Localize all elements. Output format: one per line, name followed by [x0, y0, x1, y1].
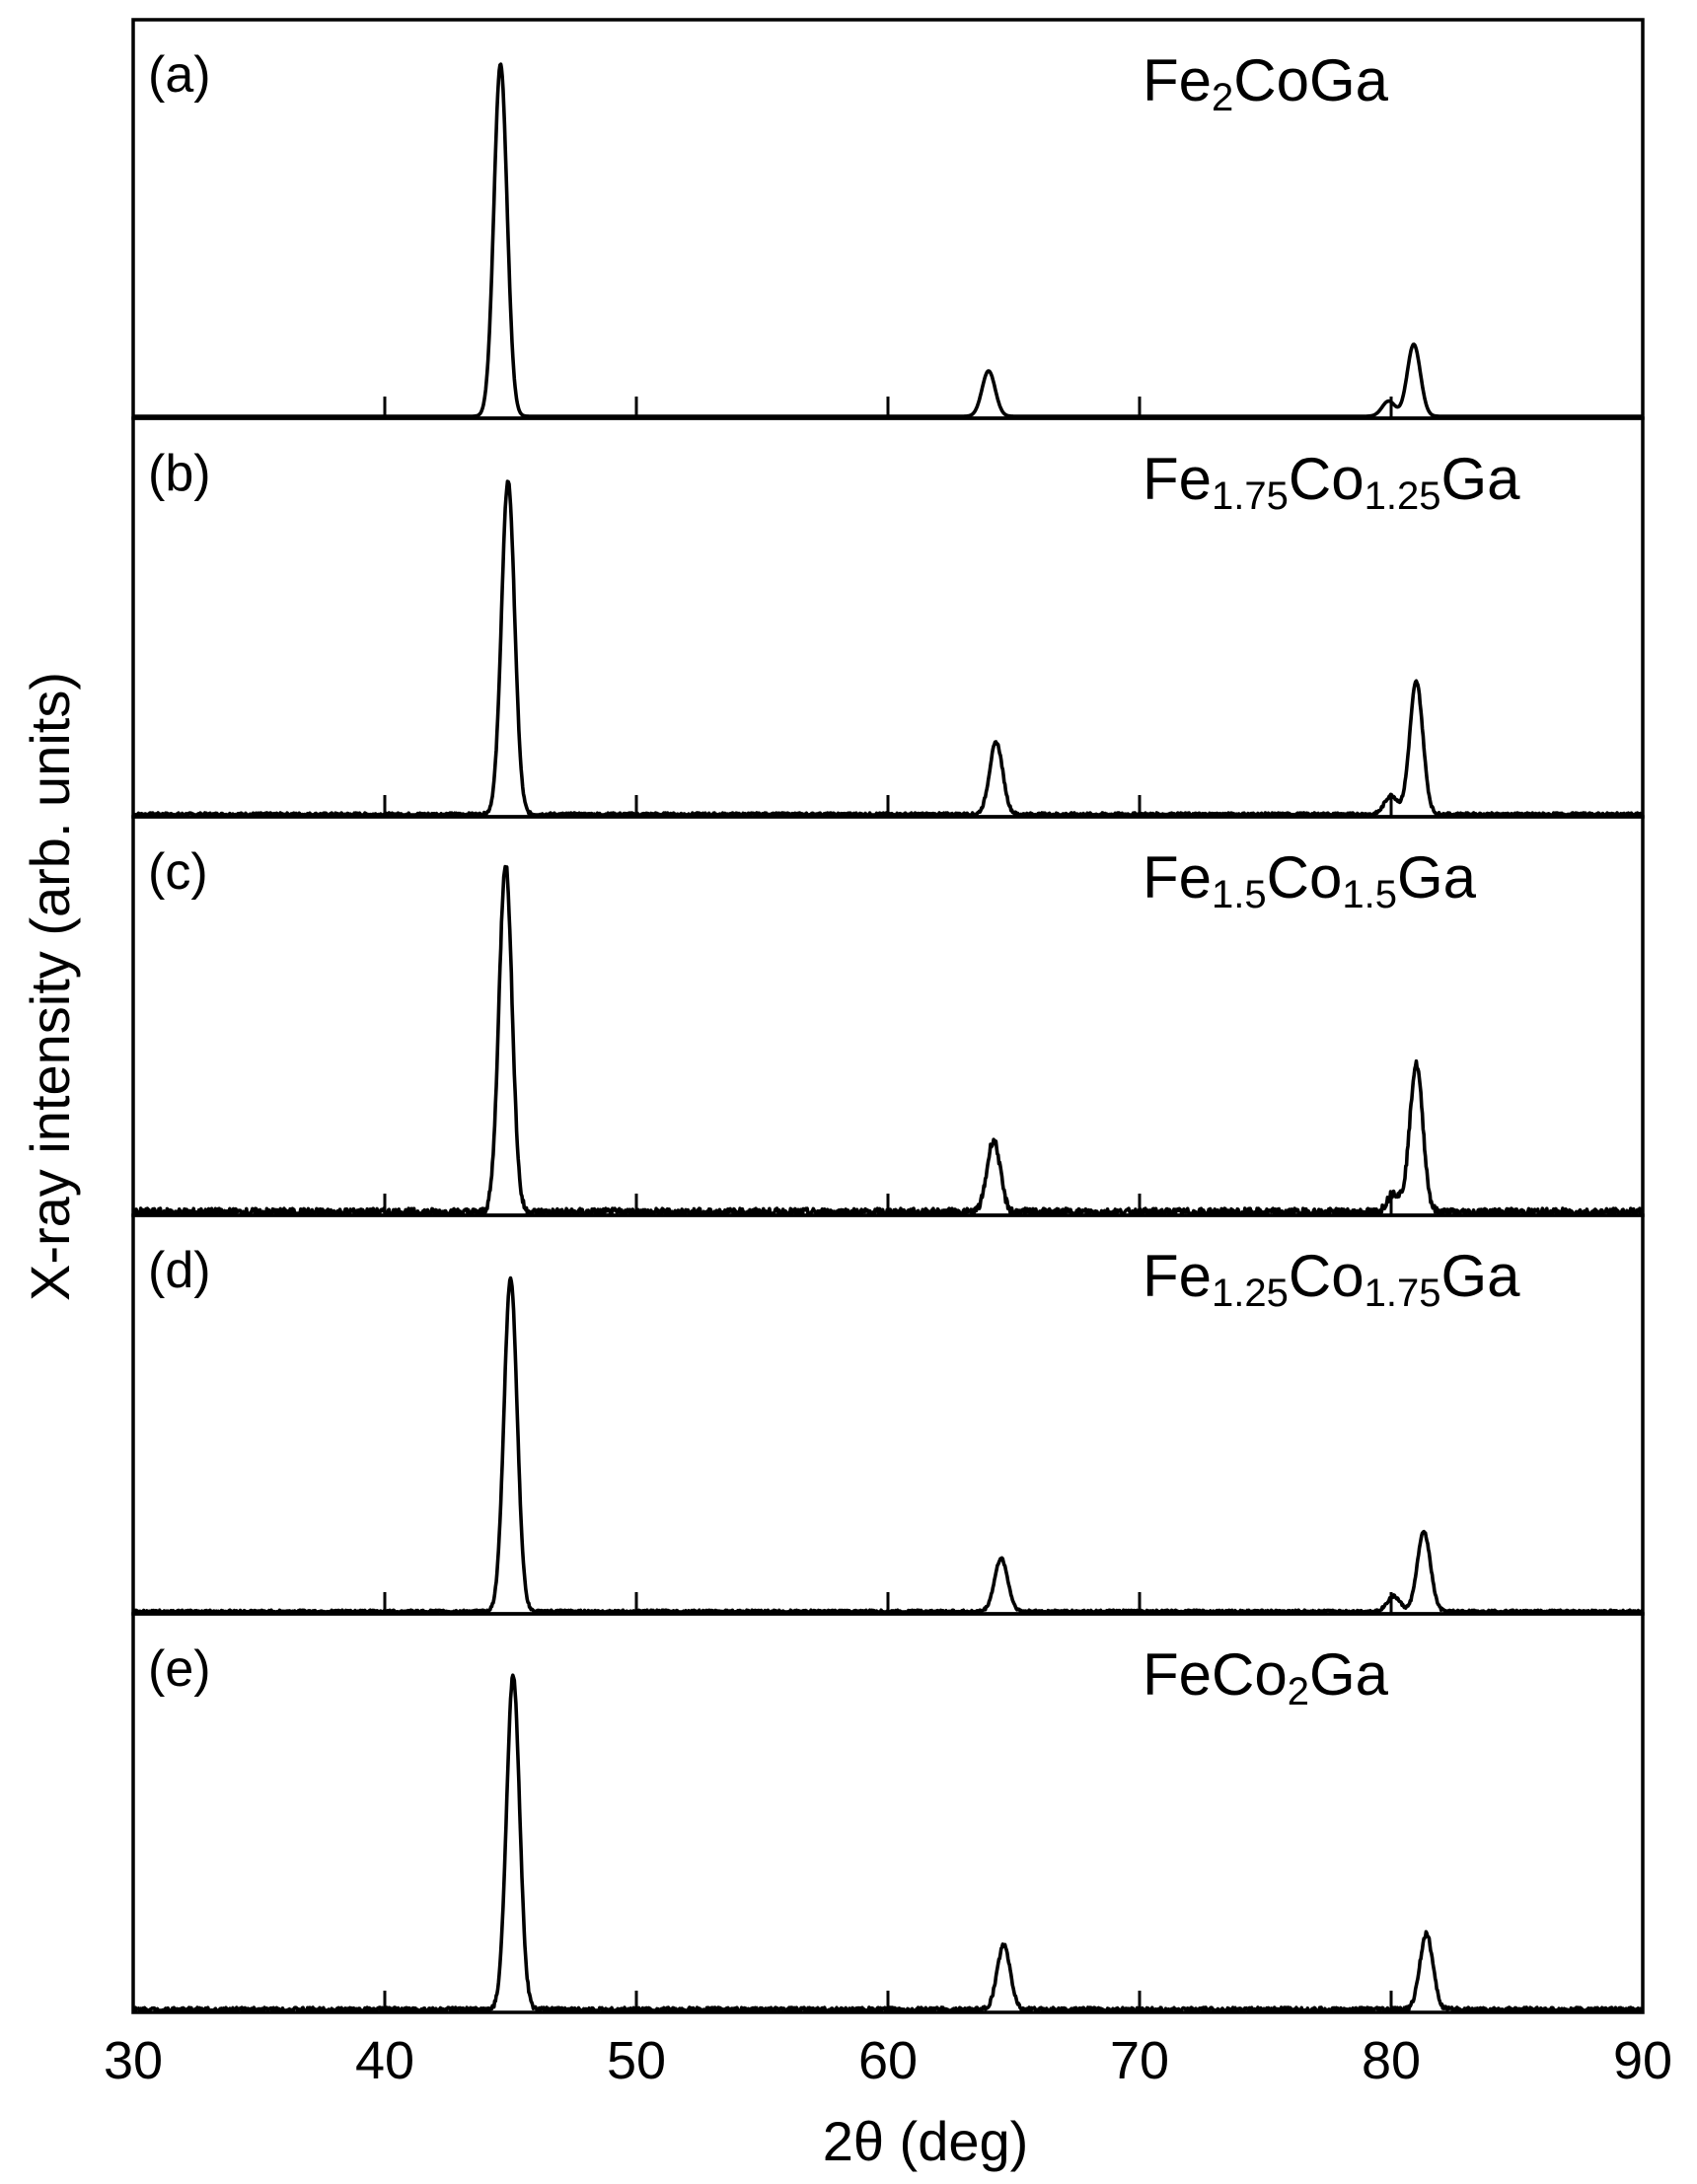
compound-name: Fe1.25Co1.75Ga [1143, 1243, 1520, 1315]
panel-label: (c) [148, 843, 208, 901]
compound-element: Ga [1397, 844, 1477, 910]
panels-group: (a) Fe2CoGa(b) Fe1.75Co1.25Ga(c) Fe1.5Co1.5… [131, 18, 1645, 2014]
panel-a: (a) Fe2CoGa [131, 18, 1645, 420]
compound-element: Co [1289, 446, 1365, 512]
compound-subscript: 2 [1212, 76, 1233, 119]
x-tick-label: 60 [858, 2031, 918, 2090]
compound-element: FeCo [1143, 1641, 1288, 1708]
compound-element: Ga [1440, 446, 1520, 512]
compound-element: Fe [1143, 47, 1212, 113]
compound-name: Fe2CoGa [1143, 47, 1389, 119]
xrd-pattern-line [132, 1275, 1645, 1614]
x-tick-label: 30 [104, 2031, 163, 2090]
compound-subscript: 1.75 [1365, 1272, 1441, 1315]
panel-label: (e) [148, 1640, 211, 1698]
panel-e: (e) FeCo2Ga [131, 1612, 1645, 2014]
xrd-pattern-line [131, 864, 1644, 1215]
compound-element: Fe [1143, 844, 1212, 910]
xrd-pattern-line [131, 1673, 1644, 2012]
panel-label: (a) [148, 46, 211, 104]
compound-name: Fe1.75Co1.25Ga [1143, 446, 1520, 518]
compound-element: CoGa [1233, 47, 1388, 113]
panel-label: (b) [148, 445, 211, 502]
panel-frame [131, 1612, 1645, 2014]
x-tick-label: 90 [1613, 2031, 1672, 2090]
x-axis-title: 2θ (deg) [823, 2110, 1029, 2172]
compound-element: Co [1267, 844, 1343, 910]
compound-name: Fe1.5Co1.5Ga [1143, 844, 1477, 916]
compound-subscript: 1.5 [1342, 873, 1397, 916]
compound-subscript: 1.25 [1212, 1272, 1289, 1315]
compound-subscript: 1.75 [1212, 474, 1289, 518]
xrd-pattern-line [132, 479, 1645, 817]
compound-name: FeCo2Ga [1143, 1641, 1389, 1713]
panel-d: (d) Fe1.25Co1.75Ga [131, 1213, 1645, 1616]
panel-label: (d) [148, 1242, 211, 1299]
compound-element: Fe [1143, 1243, 1212, 1309]
compound-subscript: 2 [1288, 1670, 1309, 1713]
panel-c: (c) Fe1.5Co1.5Ga [131, 815, 1645, 1217]
compound-subscript: 1.25 [1365, 474, 1441, 518]
x-tick-label: 50 [607, 2031, 666, 2090]
compound-element: Ga [1440, 1243, 1520, 1309]
x-tick-label: 70 [1110, 2031, 1169, 2090]
panel-b: (b) Fe1.75Co1.25Ga [131, 416, 1645, 819]
x-tick-label: 80 [1362, 2031, 1421, 2090]
compound-element: Ga [1309, 1641, 1389, 1708]
x-axis: 30 40 50 60 70 80 90 [104, 2031, 1672, 2090]
compound-element: Co [1289, 1243, 1365, 1309]
x-tick-label: 40 [355, 2031, 414, 2090]
compound-subscript: 1.5 [1212, 873, 1267, 916]
xrd-pattern-line [132, 62, 1644, 418]
y-axis-title: X-ray intensity (arb. units) [19, 672, 81, 1301]
compound-element: Fe [1143, 446, 1212, 512]
